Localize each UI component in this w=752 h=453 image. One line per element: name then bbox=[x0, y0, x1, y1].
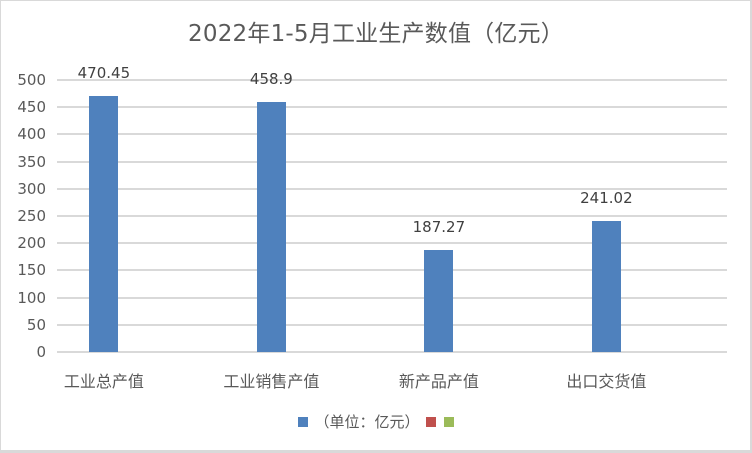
y-tick-label: 300 bbox=[17, 179, 46, 198]
gridline bbox=[57, 187, 727, 190]
plot-area bbox=[57, 79, 727, 353]
bar bbox=[256, 102, 286, 352]
gridline bbox=[57, 323, 727, 326]
bar bbox=[591, 220, 621, 352]
data-label: 470.45 bbox=[77, 64, 131, 83]
gridline bbox=[57, 79, 727, 81]
x-category-label: 工业销售产值 bbox=[223, 372, 320, 391]
data-label: 458.9 bbox=[249, 70, 293, 89]
y-tick-label: 200 bbox=[17, 234, 46, 253]
legend-swatch-blue bbox=[298, 416, 309, 427]
gridline bbox=[57, 215, 727, 217]
x-axis-line bbox=[57, 351, 727, 353]
legend: （单位：亿元） bbox=[0, 411, 752, 432]
chart-title: 2022年1-5月工业生产数值（亿元） bbox=[188, 21, 564, 47]
y-tick-label: 250 bbox=[17, 207, 46, 225]
data-label: 187.27 bbox=[412, 218, 466, 237]
y-tick-label: 150 bbox=[17, 261, 46, 280]
gridline bbox=[57, 242, 727, 245]
y-tick-label: 0 bbox=[36, 343, 46, 361]
y-tick-label: 450 bbox=[17, 98, 46, 117]
data-label: 241.02 bbox=[580, 188, 633, 207]
legend-swatch-red bbox=[425, 416, 436, 427]
gridline bbox=[57, 133, 727, 136]
x-category-label: 出口交货值 bbox=[566, 372, 647, 391]
y-tick-label: 500 bbox=[17, 71, 46, 89]
y-tick-label: 400 bbox=[17, 125, 46, 144]
x-category-label: 新产品产值 bbox=[398, 372, 479, 391]
gridline bbox=[57, 160, 727, 163]
gridline bbox=[57, 106, 727, 109]
legend-swatch-green bbox=[443, 416, 454, 427]
gridline bbox=[57, 296, 727, 299]
bar bbox=[424, 250, 454, 352]
y-tick-label: 350 bbox=[17, 152, 46, 171]
x-category-label: 工业总产值 bbox=[63, 372, 144, 391]
y-tick-label: 100 bbox=[17, 288, 46, 307]
legend-label-unit: （单位：亿元） bbox=[314, 413, 420, 431]
y-tick-label: 50 bbox=[26, 315, 46, 334]
gridline bbox=[57, 269, 727, 272]
bar bbox=[89, 96, 119, 352]
